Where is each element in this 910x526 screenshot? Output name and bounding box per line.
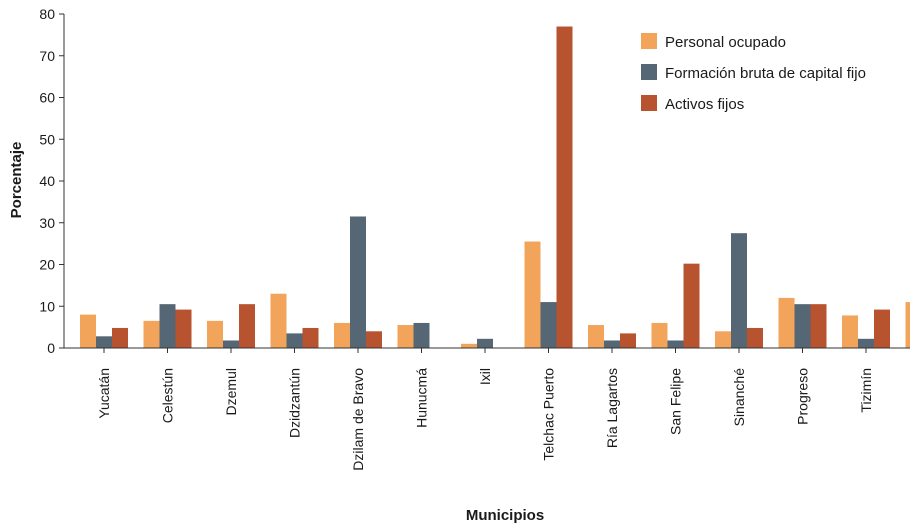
bar <box>604 340 620 348</box>
y-tick-label: 30 <box>39 215 55 231</box>
bar <box>556 26 573 349</box>
bar <box>143 320 160 348</box>
legend: Personal ocupado Formación bruta de capit… <box>641 33 866 113</box>
bar <box>175 309 192 348</box>
x-axis: Yucatán Celestún Dzemul Dzidzantún Dzilam de… <box>64 347 910 471</box>
x-tick-label: Hunucmá <box>414 368 430 428</box>
bar <box>334 322 350 348</box>
y-tick-label: 0 <box>47 340 55 356</box>
legend-swatch <box>641 95 657 111</box>
bar <box>858 338 874 348</box>
bar <box>651 322 668 348</box>
bar <box>239 304 255 348</box>
bar <box>747 327 763 348</box>
x-tick-label: Tizimín <box>858 368 874 413</box>
y-tick-label: 10 <box>39 298 55 314</box>
y-axis: 0 10 20 30 40 50 60 70 80 <box>39 6 65 356</box>
bar <box>96 336 112 348</box>
x-tick-label: Telchac Puerto <box>541 368 557 461</box>
bar <box>540 302 557 348</box>
bar <box>80 314 96 348</box>
bar <box>683 263 700 348</box>
bar <box>715 331 731 348</box>
bar <box>270 293 287 348</box>
bar <box>778 297 795 348</box>
bar <box>794 304 811 348</box>
bar <box>112 327 128 348</box>
legend-label: Activos fijos <box>665 96 744 113</box>
legend-label: Personal ocupado <box>665 34 786 51</box>
bar <box>350 216 366 348</box>
x-axis-title: Municipios <box>466 507 544 524</box>
bar <box>302 327 319 348</box>
x-tick-label: Sinanché <box>731 368 747 427</box>
bar <box>397 325 414 348</box>
x-tick-label: San Felipe <box>668 368 684 435</box>
legend-label: Formación bruta de capital fijo <box>665 65 866 82</box>
bar <box>905 302 910 348</box>
bar <box>620 333 636 348</box>
y-tick-label: 40 <box>39 173 55 189</box>
bar <box>842 315 858 348</box>
y-tick-label: 20 <box>39 257 55 273</box>
bar <box>413 322 430 348</box>
bar <box>524 241 541 348</box>
legend-swatch <box>641 33 657 49</box>
y-axis-title: Porcentaje <box>8 142 25 219</box>
bar <box>810 304 827 348</box>
bar <box>461 343 477 348</box>
x-tick-label: Progreso <box>795 368 811 425</box>
x-tick-label: Ría Lagartos <box>604 368 620 448</box>
y-tick-label: 50 <box>39 131 55 147</box>
bar <box>588 325 604 348</box>
x-tick-label: Dzidzantún <box>287 368 303 438</box>
bar <box>366 331 382 348</box>
bar <box>667 340 684 348</box>
legend-swatch <box>641 64 657 80</box>
x-tick-label: Ixil <box>477 368 493 385</box>
x-tick-label: Yucatán <box>96 368 112 419</box>
y-tick-label: 70 <box>39 48 55 64</box>
bar <box>731 233 747 348</box>
x-tick-label: Celestún <box>160 368 176 423</box>
bar <box>159 304 176 348</box>
bar <box>207 320 223 348</box>
bar <box>477 338 493 348</box>
x-tick-label: Dzemul <box>223 368 239 415</box>
x-tick-label: Dzilam de Bravo <box>350 368 366 471</box>
bar <box>223 340 239 348</box>
bars <box>80 26 910 349</box>
bar <box>286 333 303 348</box>
y-tick-label: 80 <box>39 6 55 22</box>
bar <box>874 309 890 348</box>
y-tick-label: 60 <box>39 90 55 106</box>
